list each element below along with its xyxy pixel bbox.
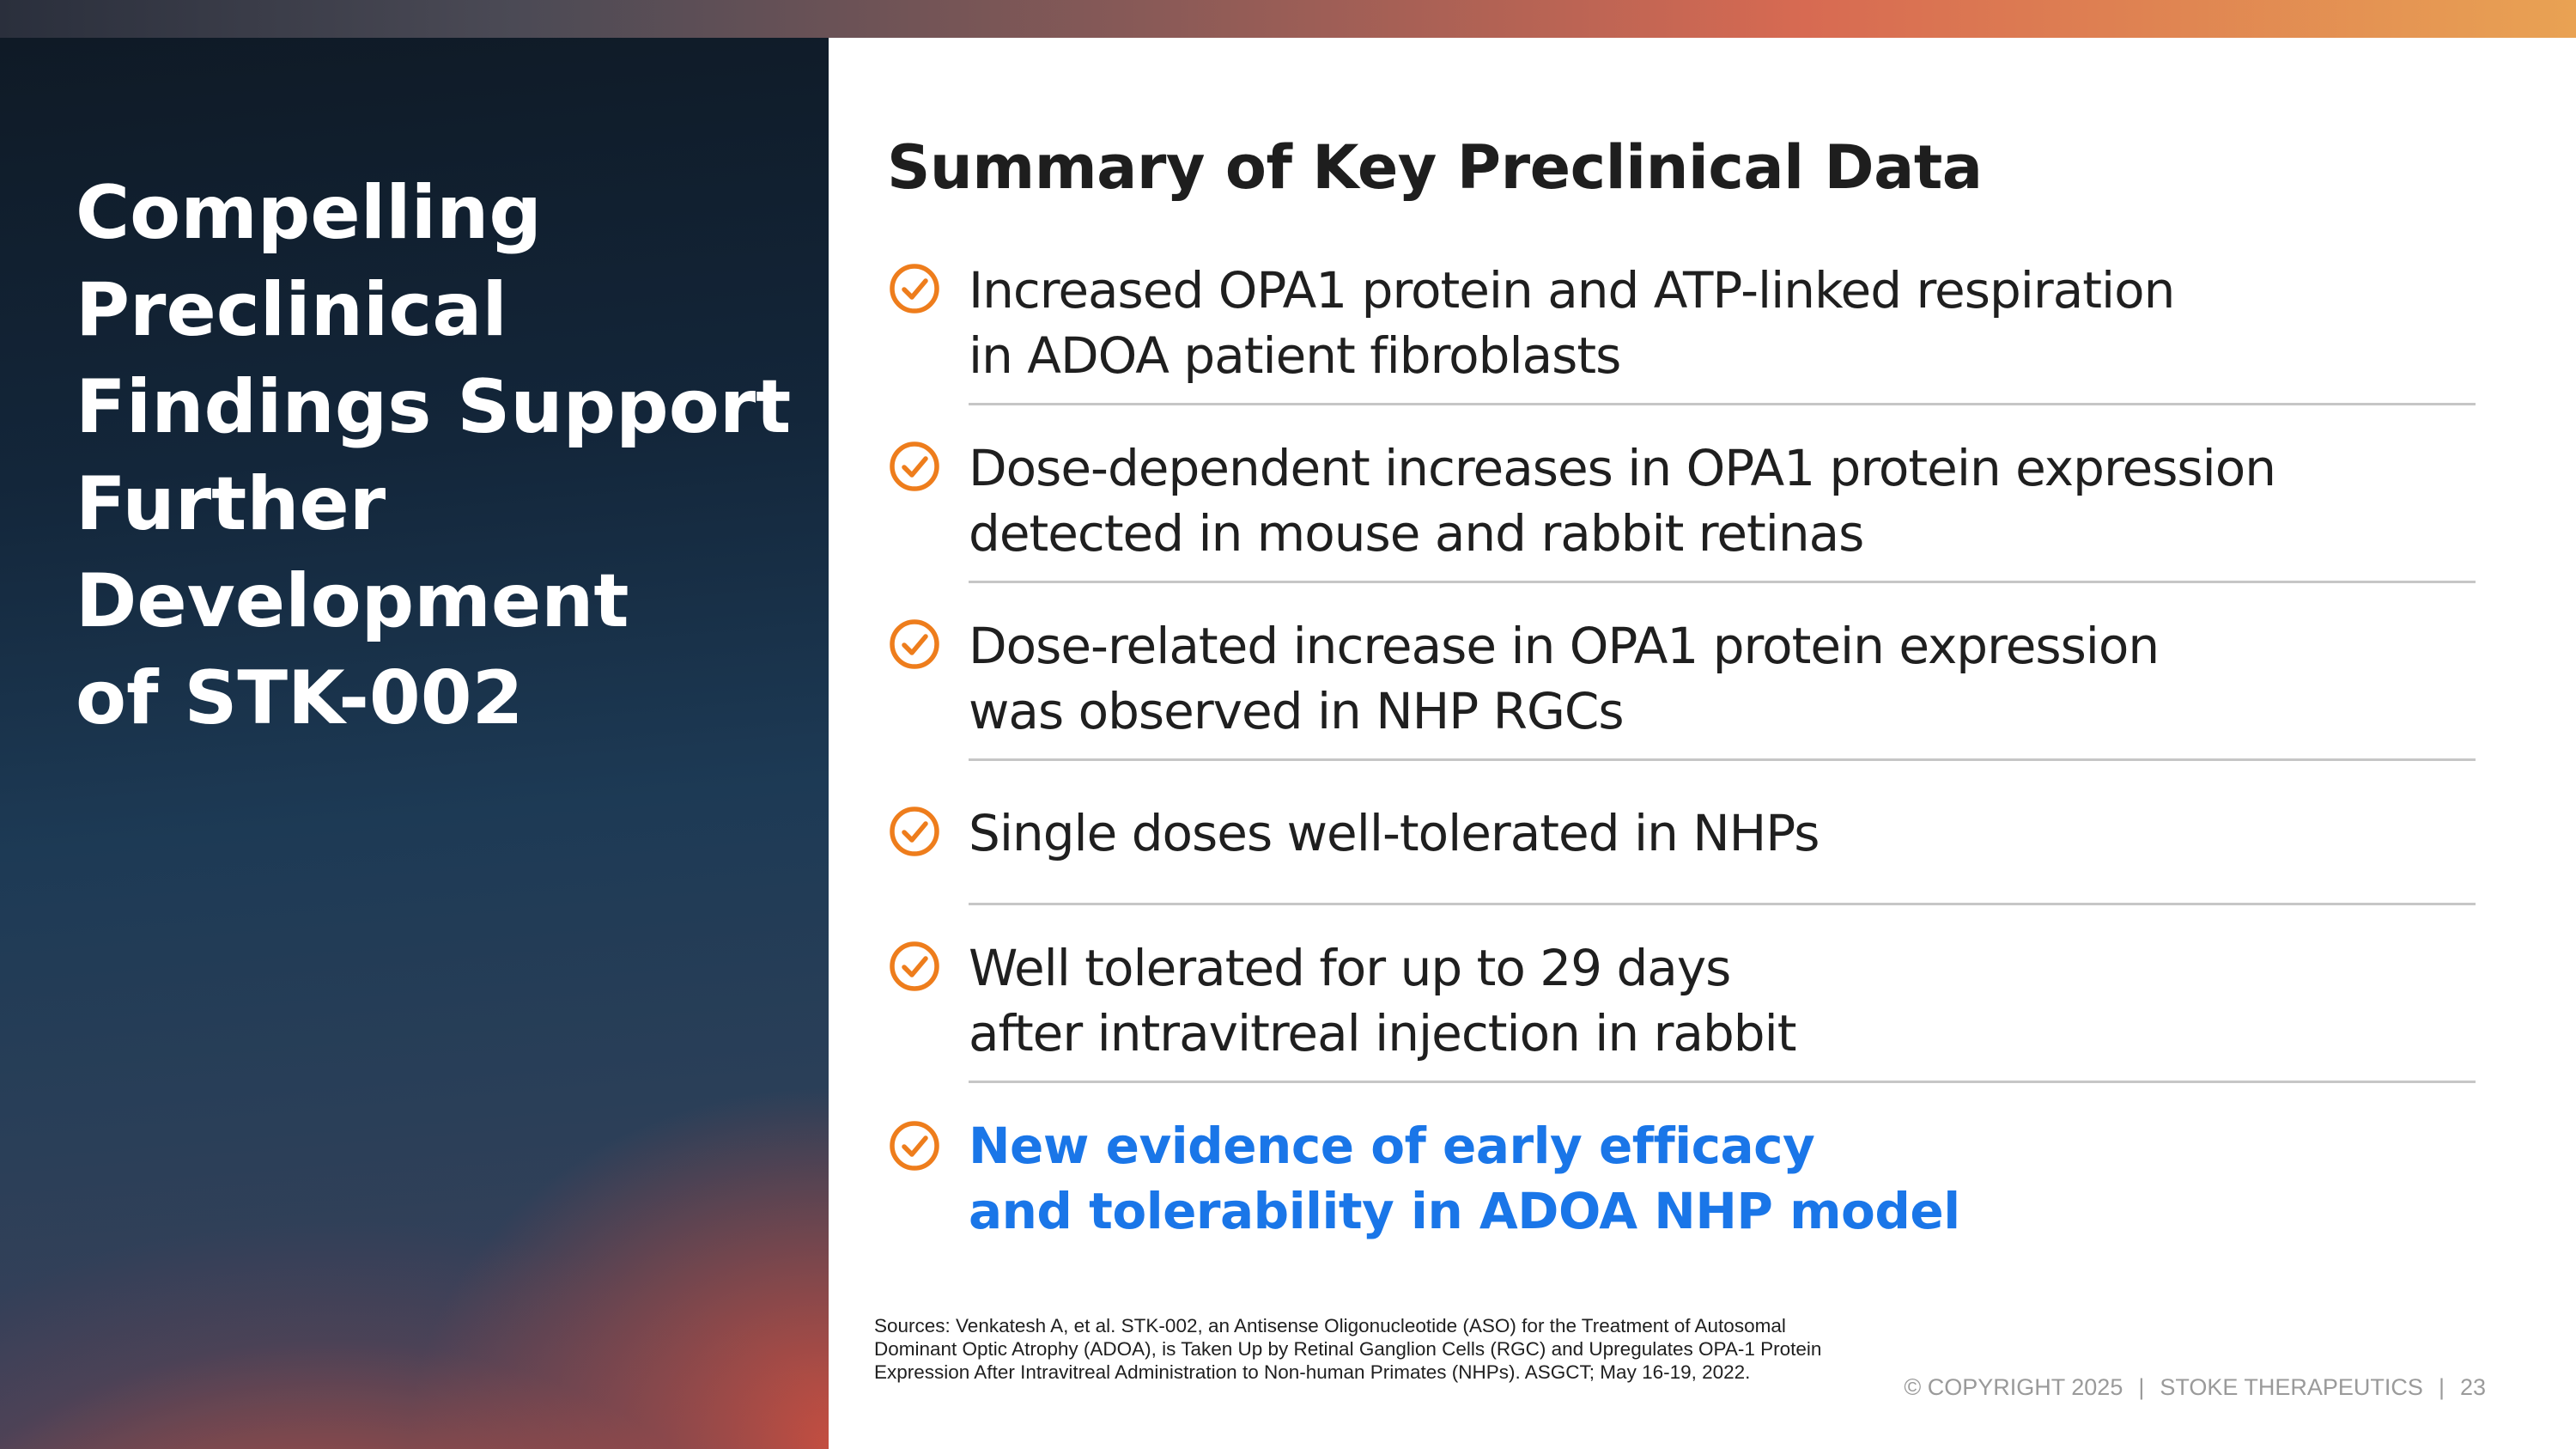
summary-item-line: New evidence of early efficacy <box>969 1117 1815 1175</box>
summary-item-text: Single doses well-tolerated in NHPs <box>969 801 2394 866</box>
slide-title-line: Development <box>76 558 629 644</box>
slide-title-line: Compelling <box>76 170 542 256</box>
left-title-panel: Compelling Preclinical Findings Support … <box>0 38 829 1449</box>
summary-item-line: Dose-dependent increases in OPA1 protein… <box>969 439 2276 497</box>
summary-item-line: Well tolerated for up to 29 days <box>969 939 1731 997</box>
summary-item-line: Single doses well-tolerated in NHPs <box>969 804 1820 862</box>
summary-heading: Summary of Key Preclinical Data <box>887 132 1983 203</box>
footer-separator: | <box>2438 1374 2445 1400</box>
copyright-text: © COPYRIGHT 2025 <box>1904 1374 2123 1400</box>
check-circle-icon <box>890 941 939 991</box>
summary-item-line: detected in mouse and rabbit retinas <box>969 504 1864 563</box>
company-name: STOKE THERAPEUTICS <box>2160 1374 2423 1400</box>
item-divider <box>969 1081 2476 1083</box>
slide-title-line: of STK-002 <box>76 655 524 741</box>
summary-item-line: and tolerability in ADOA NHP model <box>969 1182 1960 1240</box>
top-gradient-bar <box>0 0 2576 38</box>
summary-item-line: Increased OPA1 protein and ATP-linked re… <box>969 261 2175 320</box>
summary-content: Summary of Key Preclinical Data Increase… <box>887 129 2476 1240</box>
sources-citation: Sources: Venkatesh A, et al. STK-002, an… <box>874 1315 1822 1383</box>
check-circle-icon <box>890 619 939 669</box>
summary-item-text: Increased OPA1 protein and ATP-linked re… <box>969 258 2394 388</box>
slide-title: Compelling Preclinical Findings Support … <box>76 165 797 747</box>
summary-item-line: Dose-related increase in OPA1 protein ex… <box>969 617 2160 675</box>
check-circle-icon <box>890 807 939 856</box>
summary-item-text: Dose-dependent increases in OPA1 protein… <box>969 435 2394 566</box>
summary-item-line: was observed in NHP RGCs <box>969 682 1625 740</box>
slide-footer: © COPYRIGHT 2025 | STOKE THERAPEUTICS | 23 <box>1904 1374 2486 1401</box>
summary-item-line: after intravitreal injection in rabbit <box>969 1004 1796 1062</box>
summary-item-line: in ADOA patient fibroblasts <box>969 326 1621 385</box>
check-circle-icon <box>890 441 939 491</box>
check-circle-icon <box>890 1121 939 1171</box>
item-divider <box>969 758 2476 761</box>
summary-item-text: Well tolerated for up to 29 days after i… <box>969 935 2394 1066</box>
item-divider <box>969 581 2476 583</box>
page-number: 23 <box>2459 1374 2486 1400</box>
item-divider <box>969 903 2476 905</box>
item-divider <box>969 403 2476 405</box>
slide-title-line: Further <box>76 461 386 547</box>
check-circle-icon <box>890 264 939 314</box>
summary-item-text: New evidence of early efficacy and toler… <box>969 1113 2394 1244</box>
slide-title-line: Preclinical <box>76 267 507 353</box>
summary-item-text: Dose-related increase in OPA1 protein ex… <box>969 613 2394 744</box>
footer-separator: | <box>2138 1374 2145 1400</box>
slide-title-line: Findings Support <box>76 364 792 450</box>
